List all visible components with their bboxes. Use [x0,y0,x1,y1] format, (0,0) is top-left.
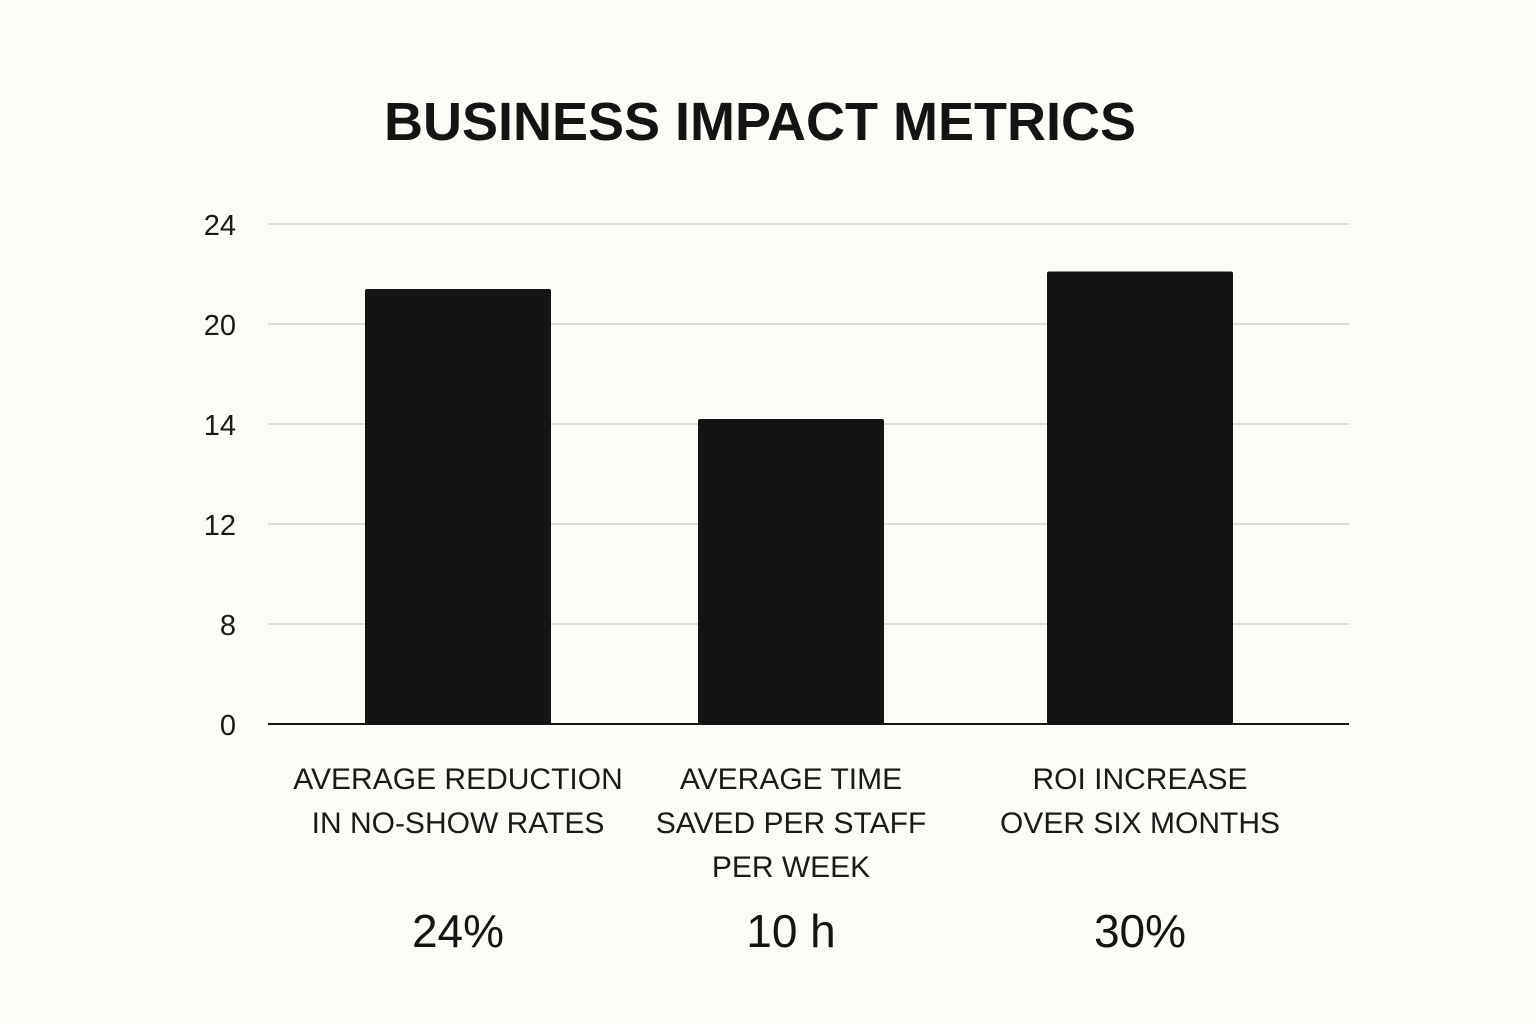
value-label: 10 h [746,905,836,957]
bar [698,419,884,724]
category-label: IN NO-SHOW RATES [312,807,605,840]
category-labels: AVERAGE REDUCTION IN NO-SHOW RATES AVERAGE… [293,763,1280,884]
category-label: OVER SIX MONTHS [1000,807,1280,840]
value-labels: 24% 10 h 30% [412,905,1186,957]
y-tick-label: 0 [220,710,236,742]
category-label: AVERAGE TIME [680,763,902,796]
category-label: SAVED PER STAFF [656,807,927,840]
y-tick-label: 8 [220,610,236,642]
y-axis-ticks: 0 8 12 14 20 24 [204,210,236,742]
bar [1047,271,1233,724]
y-tick-label: 12 [204,510,236,542]
y-tick-label: 24 [204,210,236,242]
value-label: 24% [412,905,504,957]
category-label: AVERAGE REDUCTION [293,763,623,796]
category-label: PER WEEK [712,851,870,884]
bars [365,271,1233,724]
chart-title: BUSINESS IMPACT METRICS [384,92,1136,152]
category-label: ROI INCREASE [1032,763,1247,796]
value-label: 30% [1094,905,1186,957]
bar [365,289,551,724]
y-tick-label: 20 [204,310,236,342]
y-tick-label: 14 [204,410,236,442]
